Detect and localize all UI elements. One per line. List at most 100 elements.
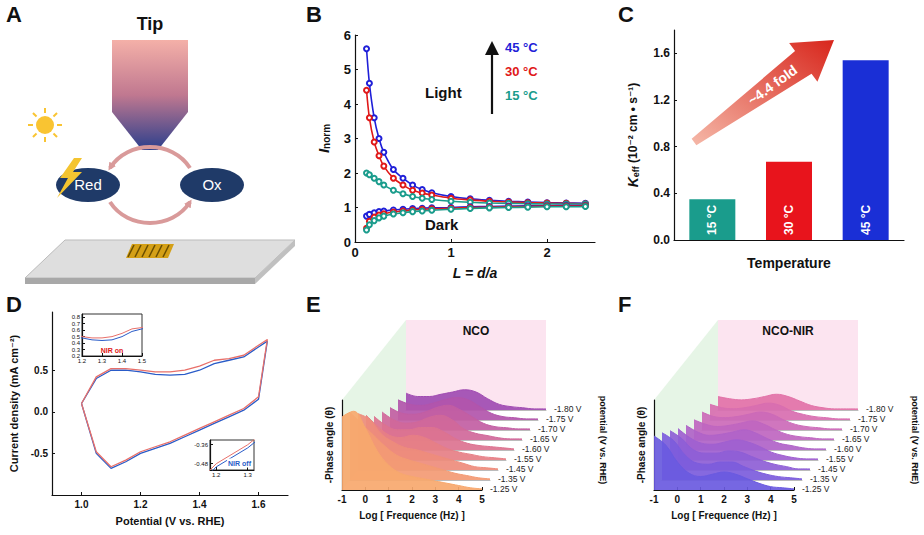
- svg-text:0.3: 0.3: [72, 347, 81, 353]
- svg-text:0: 0: [351, 245, 358, 260]
- svg-text:3: 3: [745, 494, 751, 505]
- svg-text:norm: norm: [321, 124, 332, 149]
- html-text:A: A: [6, 2, 22, 27]
- svg-text:4: 4: [344, 97, 352, 112]
- svg-text:6: 6: [344, 28, 351, 43]
- svg-text:3: 3: [344, 131, 351, 146]
- svg-text:1.6: 1.6: [653, 46, 670, 60]
- svg-text:4: 4: [768, 494, 774, 505]
- svg-text:1: 1: [344, 200, 351, 215]
- svg-text:1.2: 1.2: [78, 358, 87, 364]
- svg-text:5: 5: [791, 494, 797, 505]
- svg-text:Temperature: Temperature: [747, 255, 831, 271]
- svg-text:Log [ Frequence (Hz) ]: Log [ Frequence (Hz) ]: [671, 510, 777, 521]
- svg-text:-1.25 V: -1.25 V: [490, 484, 518, 494]
- svg-text:-1: -1: [338, 494, 347, 505]
- svg-text:(10⁻² cm • s⁻¹): (10⁻² cm • s⁻¹): [626, 83, 640, 167]
- svg-text:1: 1: [447, 245, 454, 260]
- svg-text:4: 4: [456, 494, 462, 505]
- svg-text:15 °C: 15 °C: [505, 88, 538, 103]
- svg-text:-1.45 V: -1.45 V: [506, 464, 534, 474]
- svg-text:1.0: 1.0: [75, 499, 89, 510]
- svg-text:Log [ Frequence (Hz) ]: Log [ Frequence (Hz) ]: [359, 510, 465, 521]
- svg-text:0.5: 0.5: [72, 334, 81, 340]
- svg-text:Ox: Ox: [202, 176, 222, 193]
- svg-text:0: 0: [344, 235, 351, 250]
- svg-text:NCO-NIR: NCO-NIR: [762, 324, 814, 338]
- svg-text:NIR off: NIR off: [228, 460, 252, 467]
- svg-text:potential (V vs. RHE): potential (V vs. RHE): [910, 396, 920, 485]
- svg-text:-0.48: -0.48: [194, 461, 208, 467]
- svg-text:1.5: 1.5: [138, 358, 147, 364]
- svg-text:~4.4 fold: ~4.4 fold: [745, 62, 801, 109]
- svg-text:1.3: 1.3: [98, 358, 107, 364]
- svg-text:5: 5: [479, 494, 485, 505]
- svg-text:1: 1: [386, 494, 392, 505]
- svg-text:0.4: 0.4: [72, 340, 81, 346]
- svg-text:2: 2: [409, 494, 415, 505]
- svg-text:Tip: Tip: [137, 14, 164, 34]
- svg-text:-1.35 V: -1.35 V: [498, 474, 526, 484]
- svg-text:1.2: 1.2: [134, 499, 148, 510]
- svg-text:3: 3: [433, 494, 439, 505]
- svg-text:Current density (mA cm⁻²): Current density (mA cm⁻²): [8, 334, 20, 472]
- svg-text:potential (V vs. RHE): potential (V vs. RHE): [598, 396, 608, 485]
- svg-text:1.4: 1.4: [118, 358, 127, 364]
- svg-text:1.2: 1.2: [212, 472, 221, 478]
- svg-text:0.8: 0.8: [653, 140, 670, 154]
- svg-text:2: 2: [344, 166, 351, 181]
- svg-text:0: 0: [675, 494, 681, 505]
- svg-text:0.7: 0.7: [72, 321, 81, 327]
- svg-text:0.6: 0.6: [72, 327, 81, 333]
- svg-text:2: 2: [721, 494, 727, 505]
- svg-text:-1.65 V: -1.65 V: [842, 434, 870, 444]
- svg-text:-1.35 V: -1.35 V: [810, 474, 838, 484]
- svg-text:5: 5: [344, 62, 351, 77]
- svg-text:-1.80 V: -1.80 V: [866, 404, 894, 414]
- svg-text:30 °C: 30 °C: [782, 205, 796, 235]
- svg-text:0.4: 0.4: [653, 186, 670, 200]
- svg-text:Red: Red: [74, 176, 102, 193]
- html-text:C: C: [618, 2, 634, 27]
- svg-text:30 °C: 30 °C: [505, 64, 538, 79]
- svg-text:Potential (V vs. RHE): Potential (V vs. RHE): [116, 515, 225, 527]
- svg-text:L = d/a: L = d/a: [453, 265, 498, 281]
- svg-text:-Phase angle (θ): -Phase angle (θ): [636, 407, 647, 484]
- svg-text:45 °C: 45 °C: [505, 40, 538, 55]
- svg-text:0.5: 0.5: [34, 365, 48, 376]
- svg-text:1.4: 1.4: [193, 499, 207, 510]
- svg-text:1: 1: [698, 494, 704, 505]
- svg-text:-1.70 V: -1.70 V: [850, 424, 878, 434]
- svg-text:15 °C: 15 °C: [705, 205, 719, 235]
- svg-text:1.2: 1.2: [653, 93, 670, 107]
- svg-text:-1: -1: [650, 494, 659, 505]
- svg-text:-0.5: -0.5: [31, 448, 49, 459]
- svg-text:1.6: 1.6: [252, 499, 266, 510]
- svg-text:-1.75 V: -1.75 V: [858, 414, 886, 424]
- svg-text:Light: Light: [425, 84, 462, 101]
- svg-text:-1.80 V: -1.80 V: [554, 404, 582, 414]
- svg-text:45 °C: 45 °C: [859, 205, 873, 235]
- svg-text:-1.70 V: -1.70 V: [538, 424, 566, 434]
- svg-text:0.0: 0.0: [653, 233, 670, 247]
- svg-text:-1.75 V: -1.75 V: [546, 414, 574, 424]
- svg-text:NCO: NCO: [463, 324, 490, 338]
- svg-text:0.0: 0.0: [34, 406, 48, 417]
- html-text:B: B: [306, 2, 322, 27]
- svg-text:-1.60 V: -1.60 V: [834, 444, 862, 454]
- svg-text:-1.55 V: -1.55 V: [826, 454, 854, 464]
- svg-text:-0.36: -0.36: [194, 442, 208, 448]
- svg-text:Dark: Dark: [425, 216, 459, 233]
- svg-text:-1.65 V: -1.65 V: [530, 434, 558, 444]
- html-text:D: D: [6, 292, 22, 317]
- svg-text:-1.25 V: -1.25 V: [802, 484, 830, 494]
- svg-text:2: 2: [543, 245, 550, 260]
- svg-text:1.3: 1.3: [244, 472, 253, 478]
- svg-text:NIR on: NIR on: [101, 347, 124, 354]
- svg-text:-Phase angle (θ): -Phase angle (θ): [324, 407, 335, 484]
- svg-text:-1.60 V: -1.60 V: [522, 444, 550, 454]
- svg-text:-1.55 V: -1.55 V: [514, 454, 542, 464]
- svg-text:0.8: 0.8: [72, 314, 81, 320]
- svg-text:0: 0: [363, 494, 369, 505]
- svg-text:-1.45 V: -1.45 V: [818, 464, 846, 474]
